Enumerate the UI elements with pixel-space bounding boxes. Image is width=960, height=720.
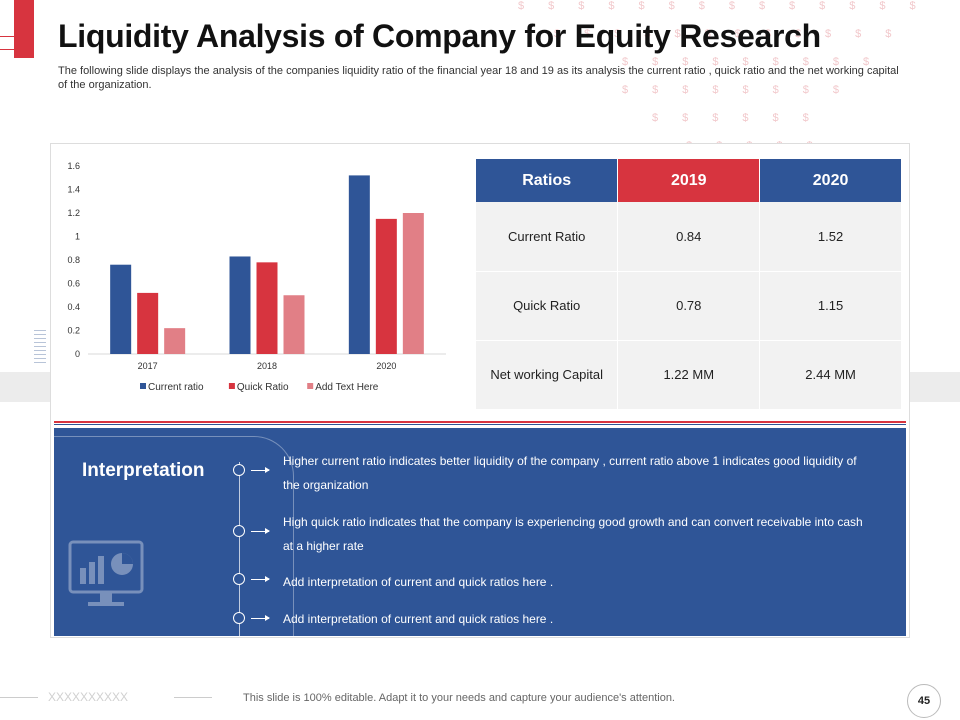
y-tick-label: 1 xyxy=(75,232,80,242)
x-tick-label: 2020 xyxy=(376,361,396,371)
y-axis: 0 0.2 0.4 0.6 0.8 1 1.2 1.4 1.6 xyxy=(67,161,80,359)
arrow-right-icon xyxy=(251,467,270,473)
legend-swatch xyxy=(140,383,146,389)
bar-add-text-here xyxy=(283,295,305,354)
arrow-right-icon xyxy=(251,528,270,534)
footer-line xyxy=(0,697,38,698)
interpretation-point: Higher current ratio indicates better li… xyxy=(283,454,857,492)
section-divider-red xyxy=(54,421,906,423)
footer-text: This slide is 100% editable. Adapt it to… xyxy=(243,692,675,704)
title-accent-bar xyxy=(14,0,34,58)
x-axis: 2017 2018 2020 xyxy=(138,361,397,371)
bar-current-ratio xyxy=(348,175,370,354)
table-cell-label: Quick Ratio xyxy=(476,271,619,341)
chart-legend: Current ratio Quick Ratio Add Text Here xyxy=(140,382,379,393)
table-cell-value: 0.84 xyxy=(617,202,761,272)
table-row: Net working Capital 1.22 MM 2.44 MM xyxy=(476,340,902,410)
interpretation-point: Add interpretation of current and quick … xyxy=(283,575,554,589)
side-tick-decoration xyxy=(34,330,46,366)
header-2020: 2020 xyxy=(759,159,902,202)
table-row: Current Ratio 0.84 1.52 xyxy=(476,202,902,272)
bar-add-text-here xyxy=(164,328,186,354)
table-cell-value: 0.78 xyxy=(617,271,761,341)
decorative-arc xyxy=(54,436,294,636)
footer-decoration: XXXXXXXXXX xyxy=(48,690,129,704)
x-tick-label: 2018 xyxy=(257,361,277,371)
bar-current-ratio xyxy=(110,264,132,354)
table-cell-value: 2.44 MM xyxy=(759,340,902,410)
y-tick-label: 1.6 xyxy=(67,161,80,171)
x-tick-label: 2017 xyxy=(138,361,158,371)
legend-label: Current ratio xyxy=(148,382,204,393)
legend-label: Quick Ratio xyxy=(237,382,289,393)
page-subtitle: The following slide displays the analysi… xyxy=(58,65,899,91)
dollar-pattern-row: $$$$$$$$$$$$ xyxy=(554,28,916,40)
bullet-dot xyxy=(233,612,245,624)
bullet-dot xyxy=(233,573,245,585)
bar-quick-ratio xyxy=(375,218,397,354)
interpretation-point: Add interpretation of current and quick … xyxy=(283,612,554,626)
bar-current-ratio xyxy=(229,256,251,354)
dollar-pattern-background: $$$$$$$$$$$$$$ $$$$$$$$$$$$ $$$$$$$$$ $$… xyxy=(510,0,960,160)
table-row: Quick Ratio 0.78 1.15 xyxy=(476,271,902,341)
table-cell-label: Net working Capital xyxy=(476,340,619,410)
y-tick-label: 1.2 xyxy=(67,208,80,218)
arrow-right-icon xyxy=(251,615,270,621)
dollar-pattern-row: $$$$$$$$$ xyxy=(622,56,894,68)
arrow-right-icon xyxy=(251,576,270,582)
header-ratios: Ratios xyxy=(476,159,619,202)
dollar-pattern-row: $$$$$$$$ xyxy=(622,84,863,96)
table-header-row: Ratios 2019 2020 xyxy=(476,159,902,202)
liquidity-bar-chart: 0 0.2 0.4 0.6 0.8 1 1.2 1.4 1.6 2017 2018 2020 Cur… xyxy=(67,161,446,393)
accent-lines xyxy=(0,36,14,50)
legend-swatch xyxy=(228,383,235,389)
interpretation-point: High quick ratio indicates that the comp… xyxy=(283,515,863,553)
ratios-table: Ratios 2019 2020 Current Ratio 0.84 1.52… xyxy=(476,159,902,410)
chart-monitor-icon xyxy=(68,540,144,606)
table-cell-value: 1.15 xyxy=(759,271,902,341)
footer-line xyxy=(174,697,212,698)
header-2019: 2019 xyxy=(617,159,761,202)
bar-quick-ratio xyxy=(137,292,159,354)
bar-add-text-here xyxy=(402,213,424,354)
y-tick-label: 1.4 xyxy=(67,185,80,195)
bullet-dot xyxy=(233,525,245,537)
legend-label: Add Text Here xyxy=(315,382,379,393)
y-tick-label: 0.8 xyxy=(67,255,80,265)
y-tick-label: 0.2 xyxy=(67,326,80,336)
y-tick-label: 0 xyxy=(75,349,80,359)
bar-quick-ratio xyxy=(256,262,278,354)
dollar-pattern-row: $$$$$$ xyxy=(652,112,833,124)
gray-band-left xyxy=(0,372,52,402)
legend-swatch xyxy=(307,383,314,389)
page-number: 45 xyxy=(907,684,941,718)
bullet-dot xyxy=(233,464,245,476)
dollar-pattern-row: $$$$$$$$$$$$$$ xyxy=(518,0,940,12)
page-title: Liquidity Analysis of Company for Equity… xyxy=(58,18,821,54)
table-cell-value: 1.52 xyxy=(759,202,902,272)
gray-band-right xyxy=(910,372,960,402)
y-tick-label: 0.6 xyxy=(67,279,80,289)
interpretation-timeline xyxy=(239,462,240,636)
table-cell-value: 1.22 MM xyxy=(617,340,761,410)
section-divider-blue xyxy=(54,424,906,425)
y-tick-label: 0.4 xyxy=(67,302,80,312)
interpretation-panel: Interpretation Higher current ratio indi… xyxy=(54,428,906,636)
bars-group xyxy=(110,175,424,354)
interpretation-title: Interpretation xyxy=(82,460,205,481)
table-cell-label: Current Ratio xyxy=(476,202,619,272)
